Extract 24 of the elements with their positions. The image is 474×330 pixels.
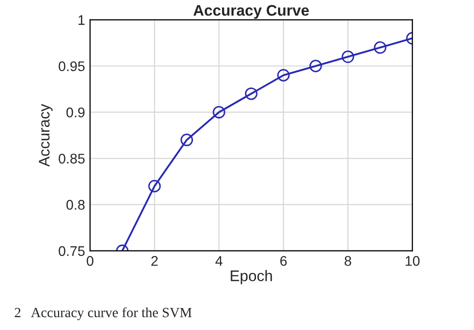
x-tick-label: 10 (406, 256, 420, 266)
x-tick-label: 6 (280, 256, 287, 266)
chart-title: Accuracy Curve (193, 4, 309, 19)
y-axis-title: Accuracy (38, 104, 53, 167)
x-tick-label: 2 (151, 256, 158, 266)
x-tick-label: 4 (215, 256, 222, 266)
y-tick-label: 1 (78, 15, 85, 25)
x-tick-label: 0 (86, 256, 94, 266)
x-axis-title: Epoch (230, 270, 272, 284)
y-tick-label: 0.75 (58, 246, 85, 256)
y-tick-label: 0.8 (66, 200, 85, 210)
point (212, 106, 226, 118)
y-tick-label: 0.95 (58, 61, 85, 72)
point (244, 87, 258, 100)
y-tick-label: 0.9 (66, 108, 85, 118)
point (342, 50, 354, 64)
point (374, 41, 386, 54)
y-tick-label: 0.85 (58, 154, 85, 164)
point (180, 134, 194, 146)
point (148, 180, 161, 192)
text: 2 Accuracy curve for the SVM (14, 307, 192, 320)
x-tick-label: 8 (344, 256, 352, 266)
point (277, 68, 290, 82)
point (309, 60, 322, 72)
